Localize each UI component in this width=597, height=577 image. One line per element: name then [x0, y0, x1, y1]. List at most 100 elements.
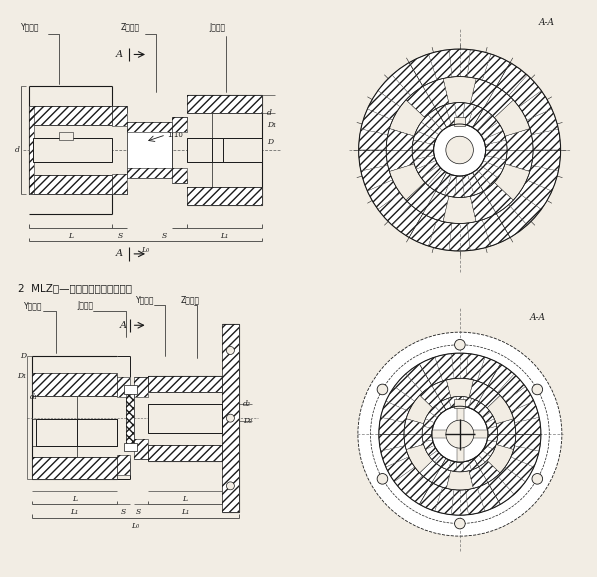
Circle shape [432, 406, 488, 462]
Wedge shape [404, 419, 424, 449]
Bar [127, 122, 171, 178]
Wedge shape [511, 401, 539, 422]
Wedge shape [494, 164, 530, 200]
Bar [29, 106, 112, 125]
Wedge shape [381, 401, 409, 422]
Bar [147, 403, 222, 433]
Text: Z型轴孔: Z型轴孔 [120, 23, 140, 32]
Circle shape [454, 339, 465, 350]
Bar [33, 137, 112, 163]
Text: A-A: A-A [530, 313, 546, 321]
Wedge shape [469, 398, 479, 410]
Wedge shape [488, 475, 514, 504]
Wedge shape [496, 62, 527, 95]
Bar [117, 455, 130, 475]
Wedge shape [359, 150, 388, 171]
Wedge shape [416, 160, 439, 178]
Wedge shape [378, 193, 411, 225]
Bar [32, 373, 117, 396]
Wedge shape [469, 380, 500, 408]
Wedge shape [449, 223, 470, 251]
Text: L: L [68, 232, 73, 239]
Wedge shape [406, 475, 432, 504]
Wedge shape [386, 457, 415, 482]
Wedge shape [359, 129, 388, 150]
Wedge shape [469, 458, 479, 470]
Wedge shape [474, 402, 485, 413]
Circle shape [532, 384, 543, 395]
Text: A-A: A-A [539, 17, 555, 27]
Wedge shape [392, 205, 423, 238]
Wedge shape [505, 457, 534, 482]
Circle shape [358, 332, 562, 536]
Wedge shape [395, 374, 423, 401]
Wedge shape [477, 165, 498, 185]
Wedge shape [531, 150, 561, 171]
Wedge shape [409, 54, 437, 87]
Wedge shape [505, 387, 534, 411]
Wedge shape [428, 169, 447, 191]
Wedge shape [389, 164, 425, 200]
Wedge shape [406, 444, 433, 473]
Bar [112, 106, 127, 126]
Wedge shape [412, 150, 434, 160]
Wedge shape [406, 395, 433, 424]
Wedge shape [482, 213, 510, 246]
Bar [112, 174, 127, 194]
Bar [171, 168, 187, 183]
Wedge shape [467, 173, 484, 195]
Bar [117, 377, 130, 397]
Bar [187, 95, 261, 113]
Wedge shape [477, 115, 498, 135]
Bar [147, 445, 222, 460]
Text: L₁: L₁ [220, 232, 228, 239]
Wedge shape [469, 460, 500, 488]
Text: Y型轴孔: Y型轴孔 [24, 301, 42, 310]
Wedge shape [447, 471, 473, 490]
Bar [127, 168, 171, 178]
Wedge shape [473, 169, 491, 191]
Wedge shape [419, 482, 442, 511]
Wedge shape [435, 488, 454, 515]
Text: L₀: L₀ [141, 246, 149, 253]
Wedge shape [467, 50, 491, 80]
Wedge shape [527, 165, 558, 191]
Wedge shape [436, 105, 451, 128]
Bar [134, 440, 147, 459]
Text: d₁: d₁ [30, 393, 38, 401]
Wedge shape [470, 182, 513, 222]
Wedge shape [509, 193, 541, 225]
Wedge shape [511, 446, 539, 467]
Wedge shape [477, 482, 500, 511]
Wedge shape [448, 460, 457, 471]
Wedge shape [381, 446, 409, 467]
Circle shape [446, 136, 473, 164]
Wedge shape [496, 419, 516, 449]
Wedge shape [428, 109, 447, 131]
Bar [117, 377, 130, 397]
Wedge shape [519, 180, 552, 209]
Bar [212, 137, 223, 163]
Bar [32, 456, 117, 479]
Wedge shape [474, 455, 485, 467]
Text: J型轴孔: J型轴孔 [209, 23, 225, 32]
Wedge shape [441, 398, 451, 410]
Circle shape [377, 384, 388, 395]
Circle shape [377, 474, 388, 484]
Text: D₁: D₁ [267, 121, 276, 129]
Wedge shape [436, 173, 451, 195]
Wedge shape [443, 196, 476, 223]
Circle shape [226, 346, 235, 354]
Wedge shape [421, 115, 442, 135]
Bar [117, 455, 130, 475]
Wedge shape [485, 440, 497, 449]
Bar [432, 430, 488, 439]
Wedge shape [406, 182, 449, 222]
Wedge shape [487, 444, 513, 473]
Wedge shape [466, 488, 485, 515]
Wedge shape [447, 379, 473, 398]
Wedge shape [422, 426, 433, 434]
Wedge shape [435, 402, 446, 413]
Wedge shape [482, 445, 494, 456]
Bar [127, 122, 171, 132]
